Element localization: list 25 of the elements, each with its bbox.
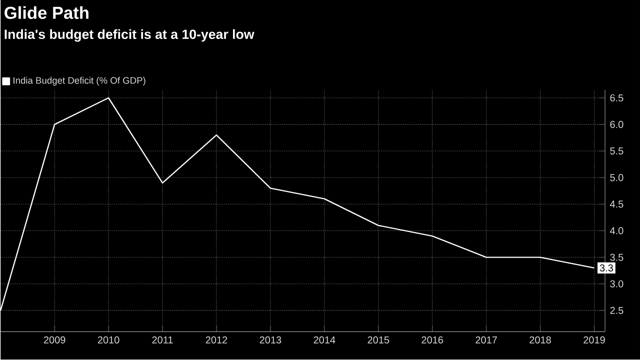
- y-tick-label: 5.5: [610, 148, 624, 155]
- x-tick-label: 2014: [314, 336, 336, 344]
- x-tick-label: 2018: [530, 336, 551, 344]
- x-tick-label: 2016: [422, 336, 444, 344]
- x-tick-label: 2012: [206, 336, 228, 344]
- chart-subtitle: India's budget deficit is at a 10-year low: [4, 29, 254, 42]
- y-tick-label: 4.5: [610, 200, 624, 208]
- x-tick-label: 2015: [368, 336, 390, 344]
- x-tick-label: 2010: [98, 336, 120, 344]
- y-tick-label: 5.0: [610, 174, 624, 182]
- line-series: [0, 97, 595, 312]
- x-tick-label: 2013: [260, 336, 282, 344]
- data-label: 3.3: [600, 264, 613, 272]
- chart-title: Glide Path: [4, 6, 88, 20]
- x-tick-label: 2009: [44, 336, 66, 344]
- x-tick-label: 2011: [152, 336, 173, 344]
- y-tick-label: 3.5: [610, 254, 624, 262]
- y-tick-label: 4.0: [610, 227, 624, 234]
- y-tick-label: 3.0: [610, 280, 624, 288]
- y-tick-label: 6.0: [610, 121, 624, 128]
- x-tick-label: 2019: [584, 336, 605, 344]
- y-tick-label: 6.5: [610, 94, 624, 102]
- legend-label: India Budget Deficit (% Of GDP): [14, 77, 146, 86]
- x-tick-label: 2017: [476, 336, 497, 344]
- y-tick-label: 2.5: [610, 307, 624, 314]
